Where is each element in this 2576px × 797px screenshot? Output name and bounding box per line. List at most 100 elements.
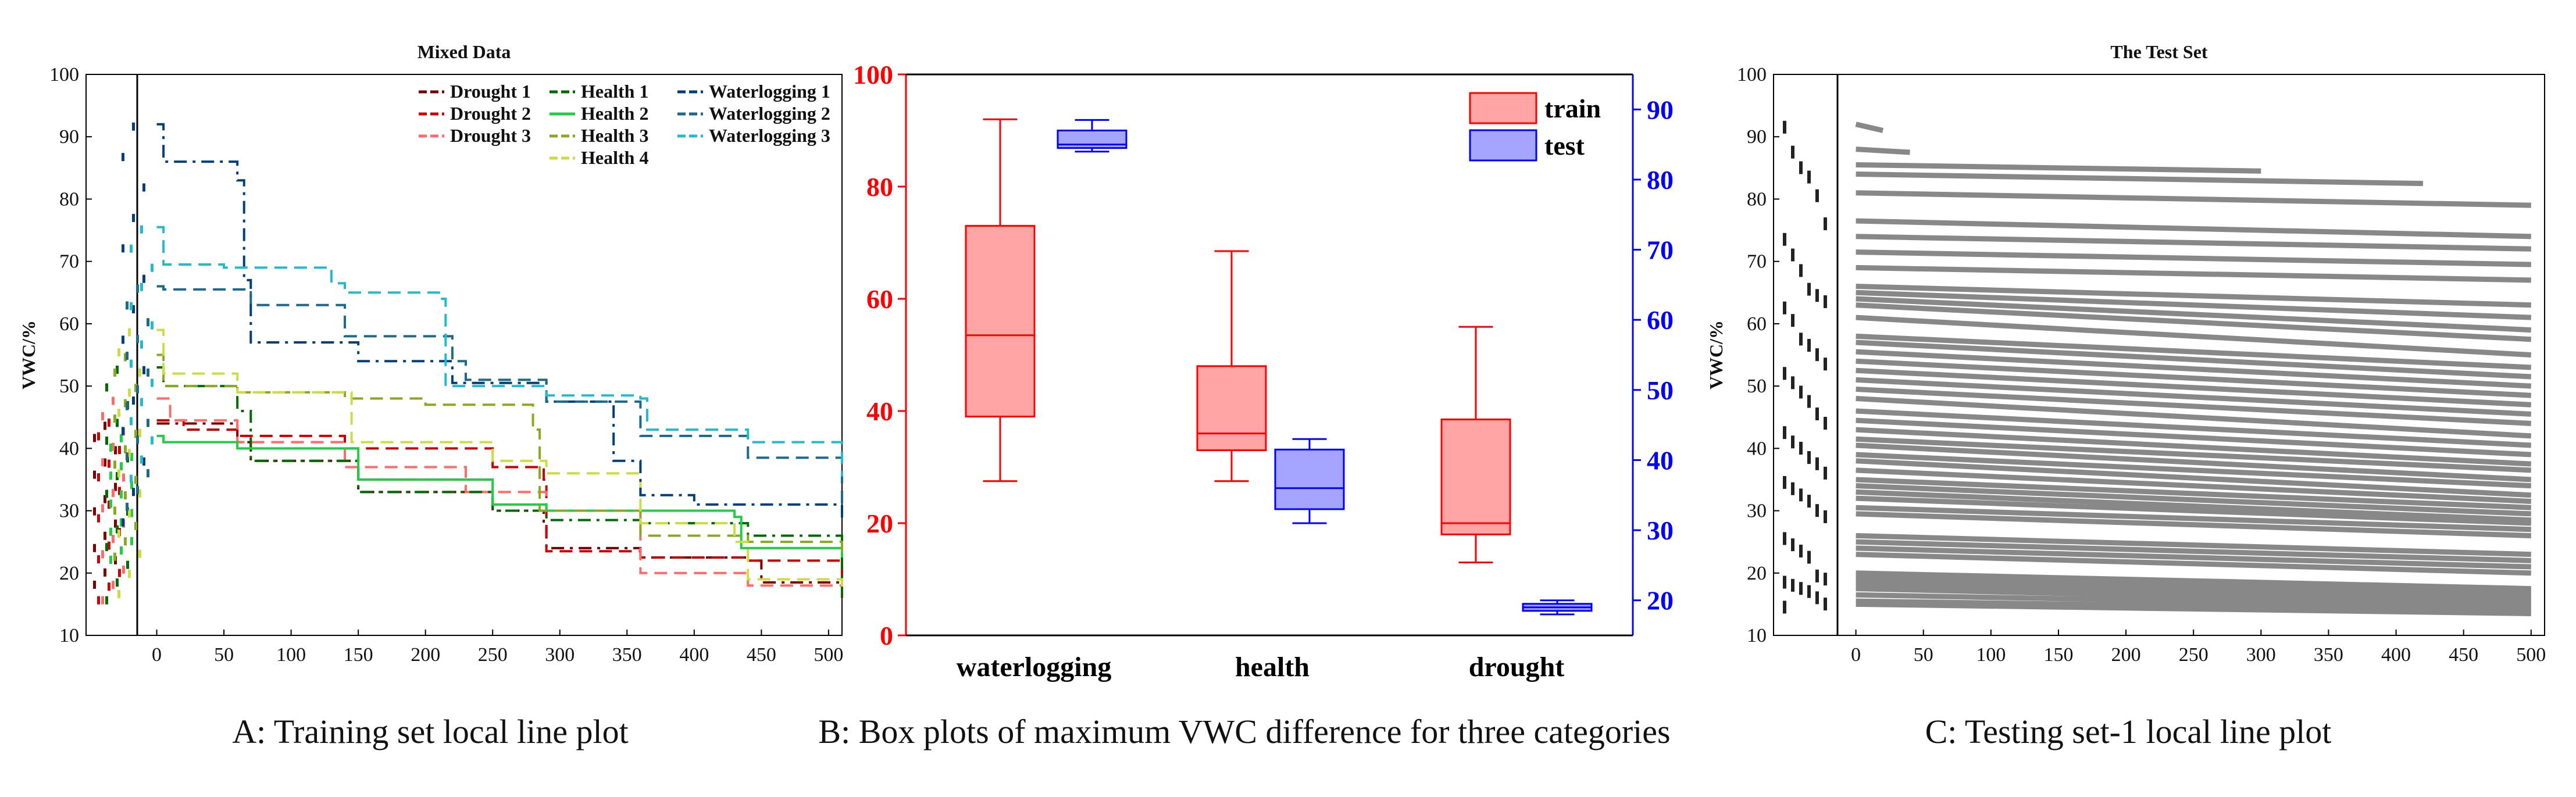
inset-point [1807, 171, 1811, 184]
inset-point [128, 570, 131, 578]
panel-c-series-lines [1783, 121, 2531, 614]
inset-point [140, 456, 143, 464]
inset-point [1815, 504, 1819, 517]
legend-label: train [1544, 94, 1601, 123]
x-tick-label: 300 [2246, 644, 2276, 666]
inset-point [1799, 582, 1803, 595]
panel-c-ylabel: VWC/% [1706, 320, 1726, 389]
x-tick-label: 350 [2314, 644, 2343, 666]
y-tick-label: 60 [59, 313, 79, 335]
series-line [157, 355, 842, 555]
inset-point [122, 244, 124, 252]
panel-a-training-line-plot: Mixed Data VWC/% 10 20 30 40 50 60 70 80 90 100 0 5… [18, 41, 843, 666]
y-tick-label-right: 90 [1647, 95, 1674, 124]
inset-point [147, 369, 149, 377]
y-tick-label: 90 [59, 126, 79, 148]
inset-point [120, 434, 123, 442]
inset-point [126, 503, 129, 511]
inset-point [105, 596, 108, 605]
panel-b-box-plot: 0204060801002030405060708090waterlogging… [853, 60, 1674, 682]
inset-point [105, 490, 108, 498]
inset-point [151, 264, 154, 272]
legend-label: Health 2 [581, 103, 648, 124]
inset-point [147, 469, 149, 477]
test-series-line [1856, 149, 1910, 152]
inset-point [142, 184, 145, 192]
x-tick-label: 300 [545, 644, 575, 666]
inset-point [122, 335, 124, 344]
y-tick-label: 20 [1747, 563, 1767, 584]
y-tick-label-right: 40 [1647, 445, 1674, 475]
legend-label: Waterlogging 2 [709, 103, 830, 124]
plot-frame [86, 74, 842, 635]
x-tick-label: 150 [2043, 644, 2073, 666]
caption-a: A: Training set local line plot [232, 713, 628, 750]
series-line [157, 367, 842, 598]
y-tick-label: 30 [1747, 501, 1767, 522]
inset-point [105, 543, 108, 551]
inset-point [1799, 333, 1803, 345]
inset-point [130, 245, 133, 253]
x-tick-label: 250 [478, 644, 508, 666]
inset-point [1815, 289, 1819, 302]
inset-point [1791, 483, 1794, 495]
y-tick-label: 40 [59, 438, 79, 459]
inset-point [101, 596, 104, 605]
inset-point [120, 462, 123, 470]
legend-swatch [1470, 93, 1536, 123]
test-series-line [1856, 174, 2423, 184]
inset-point [130, 417, 133, 426]
y-tick-label: 70 [1747, 251, 1767, 273]
test-series-line [1856, 252, 2531, 265]
legend-label: Health 1 [581, 81, 648, 102]
legend-label: Drought 2 [450, 103, 531, 124]
inset-point [1783, 121, 1786, 134]
legend-swatch [1470, 130, 1536, 160]
inset-point [101, 550, 104, 558]
y-tick-label: 50 [59, 376, 79, 397]
x-tick-label: 250 [2179, 644, 2208, 666]
inset-point [1824, 510, 1827, 523]
inset-point [140, 398, 143, 406]
inset-point [151, 321, 154, 330]
inset-point [93, 471, 96, 479]
inset-point [1815, 190, 1819, 202]
inset-point [1807, 339, 1811, 352]
inset-point [1799, 385, 1803, 398]
inset-point [122, 153, 124, 161]
inset-point [120, 490, 123, 498]
inset-point [128, 328, 131, 337]
box-iqr [966, 226, 1034, 417]
inset-point [1791, 538, 1794, 551]
y-tick-label-right: 50 [1647, 376, 1674, 405]
inset-point [93, 581, 96, 589]
x-tick-label: 500 [2516, 644, 2546, 666]
inset-point [140, 283, 143, 291]
inset-point [108, 582, 110, 591]
figure-canvas: Mixed Data VWC/% 1020304050607080901000 5… [0, 0, 2576, 797]
inset-point [120, 546, 123, 555]
x-tick-label: 0 [1851, 644, 1861, 666]
y-tick-label: 30 [59, 501, 79, 522]
inset-point [1791, 314, 1794, 327]
inset-point [126, 402, 129, 410]
x-tick-label: 150 [344, 644, 373, 666]
category-label: health [1235, 652, 1310, 682]
inset-point [124, 537, 127, 545]
inset-point [151, 379, 154, 387]
inset-point [134, 476, 137, 484]
y-tick-label: 40 [1747, 438, 1767, 459]
inset-point [109, 556, 112, 564]
inset-point [124, 445, 127, 453]
inset-point [113, 460, 116, 469]
inset-point [105, 383, 108, 391]
inset-point [1791, 376, 1794, 389]
inset-point [132, 123, 135, 131]
x-tick-label: 400 [679, 644, 709, 666]
inset-point [1815, 408, 1819, 420]
inset-point [126, 301, 129, 309]
inset-point [113, 553, 116, 561]
inset-point [124, 491, 127, 499]
inset-point [109, 528, 112, 536]
test-series-line [1856, 193, 2531, 205]
